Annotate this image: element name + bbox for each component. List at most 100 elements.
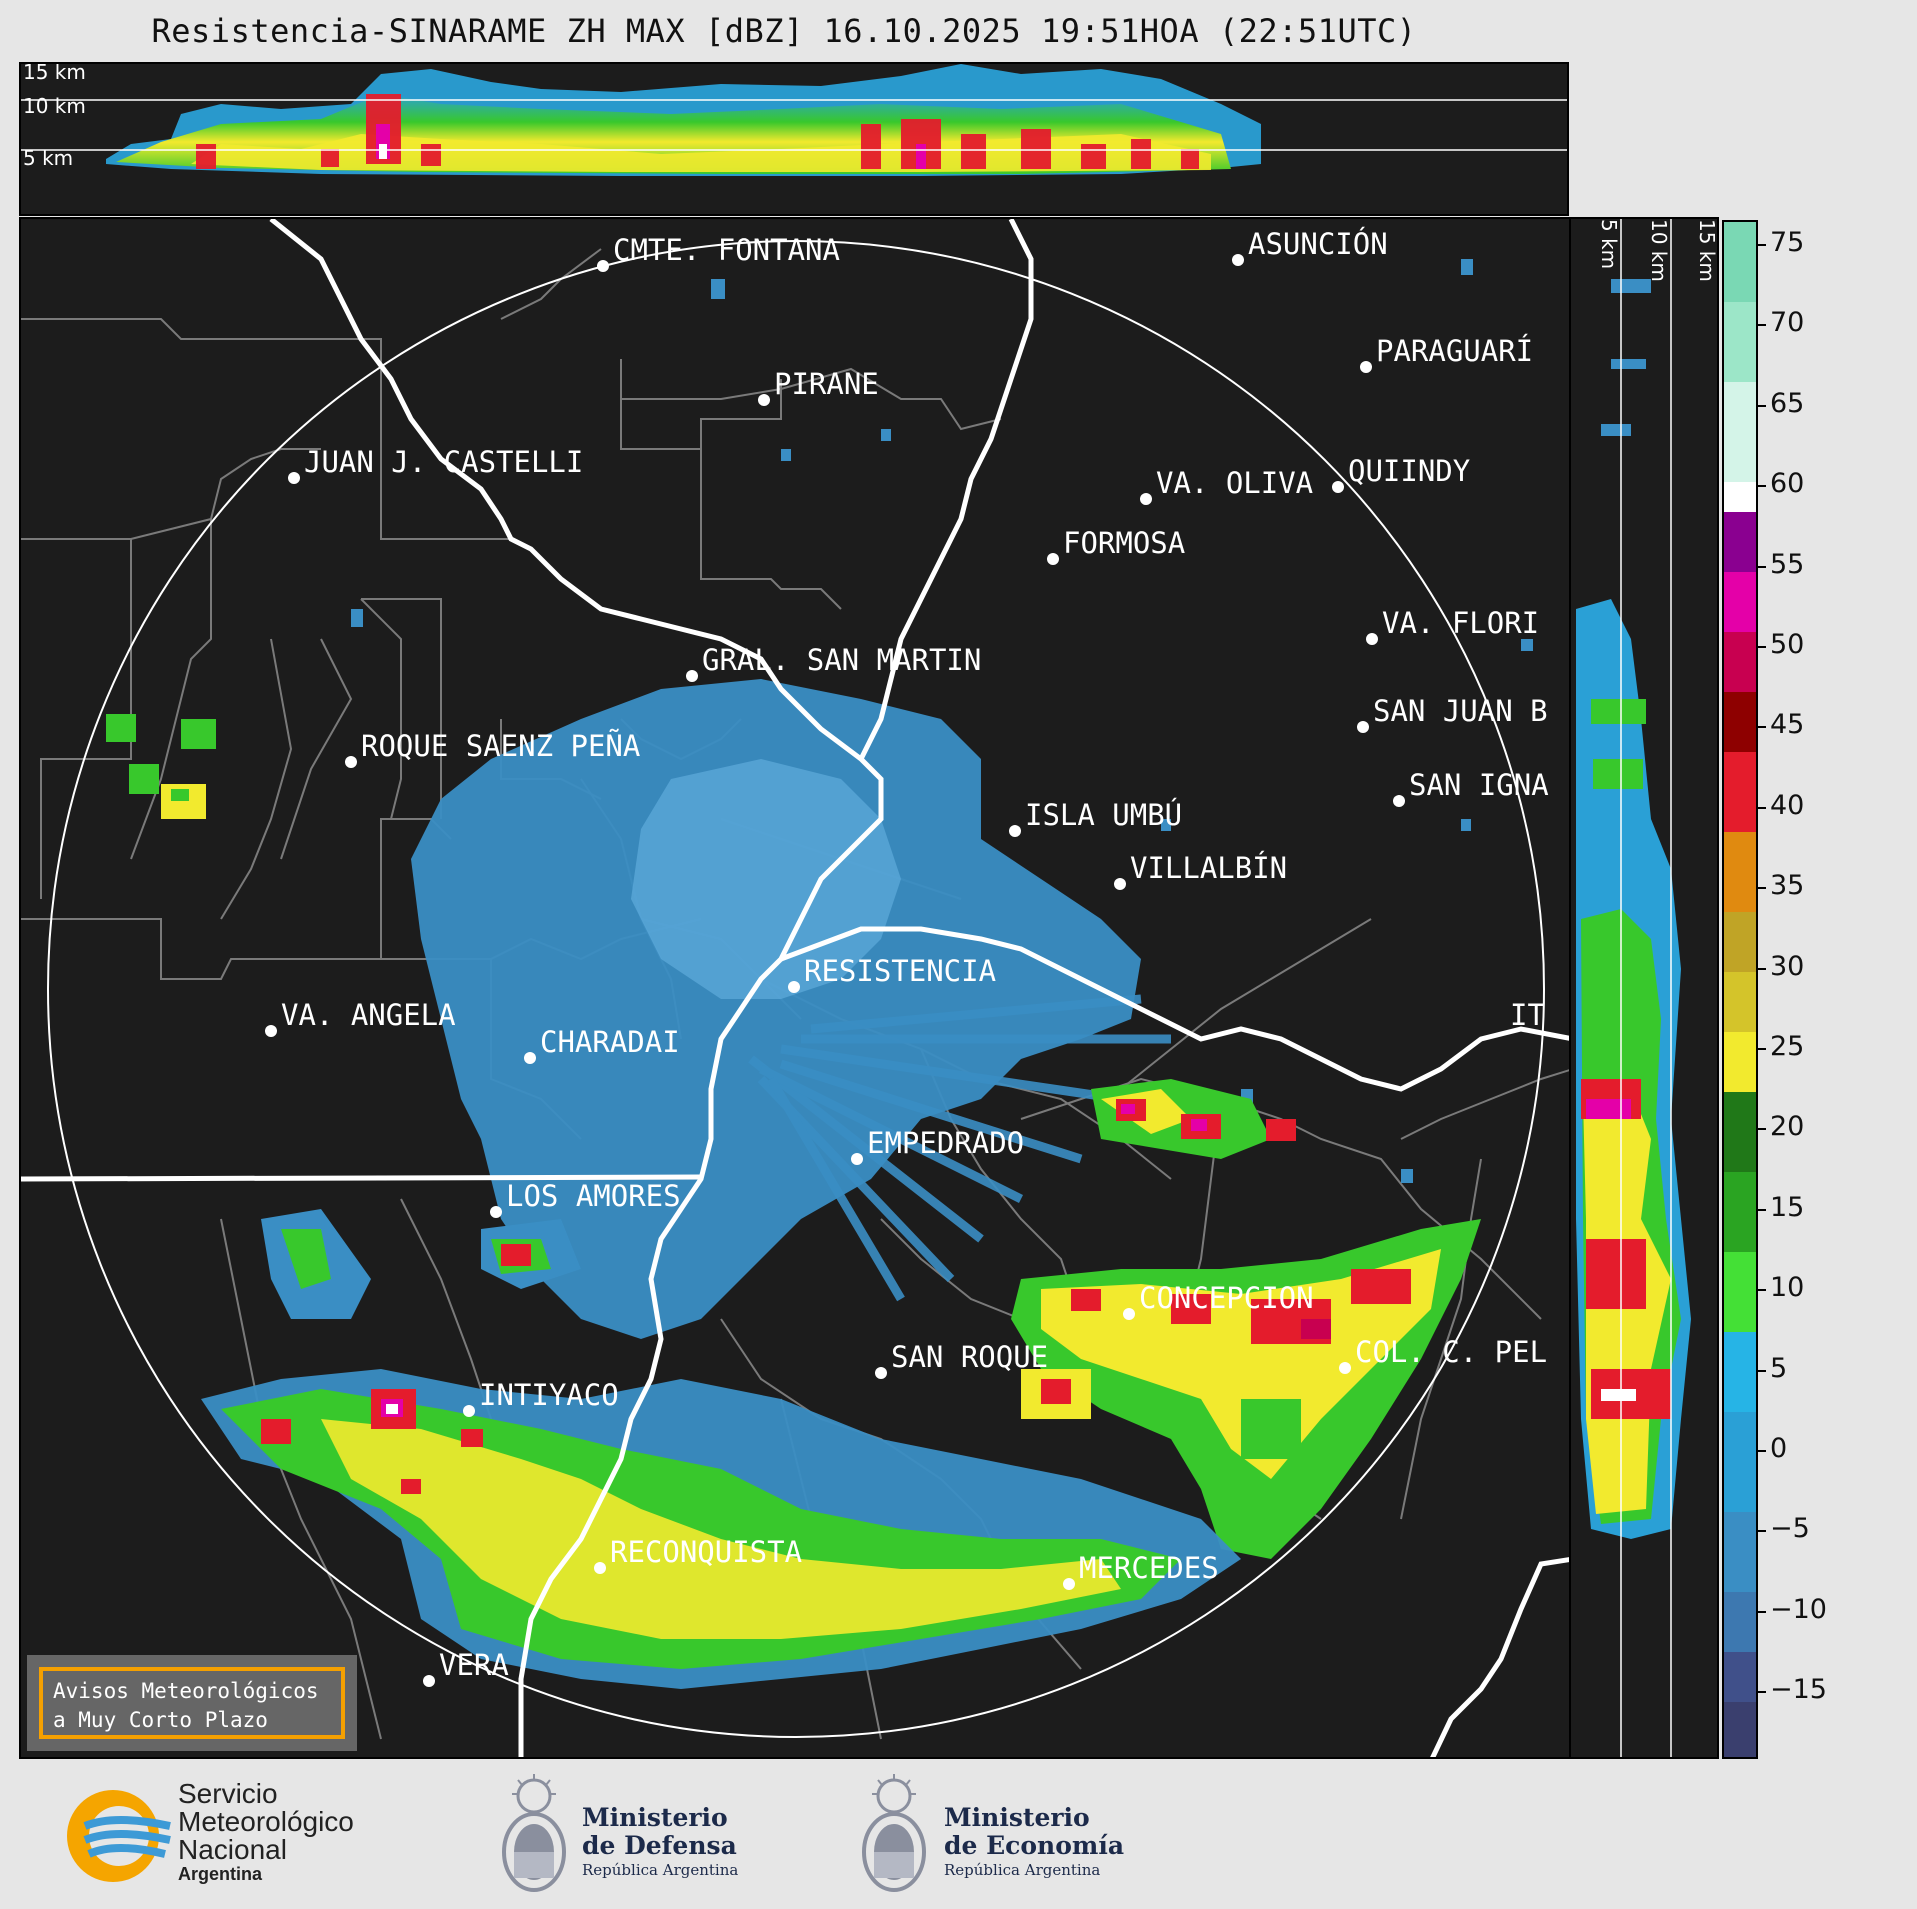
argentina-coat-of-arms-icon bbox=[502, 1774, 566, 1892]
dbz-colorbar bbox=[1722, 220, 1758, 1759]
radar-map-graphic: CMTE. FONTANA ASUNCIÓN PIRANE PARAGUARÍ … bbox=[21, 219, 1569, 1757]
colorbar-tick-label: 75 bbox=[1770, 227, 1805, 258]
colorbar-tick-label: 55 bbox=[1770, 548, 1805, 580]
city-dot bbox=[265, 1025, 277, 1037]
right-profile-graphic bbox=[1576, 219, 1691, 1757]
city-label: SAN IGNA bbox=[1409, 768, 1549, 802]
city-label: ASUNCIÓN bbox=[1248, 227, 1388, 261]
city-dot bbox=[1232, 254, 1244, 266]
colorbar-tick bbox=[1758, 1208, 1766, 1211]
city-dot bbox=[758, 394, 770, 406]
colorbar-tick-label: −5 bbox=[1770, 1513, 1810, 1545]
city-dot bbox=[686, 670, 698, 682]
colorbar-tick bbox=[1758, 1691, 1766, 1694]
colorbar-tick-label: 10 bbox=[1770, 1272, 1805, 1304]
colorbar-tick bbox=[1758, 887, 1766, 890]
top-label-10km: 10 km bbox=[23, 94, 86, 118]
city-label: VILLALBÍN bbox=[1130, 851, 1287, 885]
smn-line-3: Nacional bbox=[178, 1834, 287, 1865]
defensa-line-1: Ministerio bbox=[582, 1803, 728, 1832]
smn-line-2: Meteorológico bbox=[178, 1806, 354, 1837]
right-label-5km: 5 km bbox=[1597, 219, 1621, 270]
colorbar-tick-label: 65 bbox=[1770, 387, 1805, 419]
colorbar-tick bbox=[1758, 1450, 1766, 1452]
city-label: CHARADAI bbox=[540, 1025, 680, 1059]
colorbar-tick-label: 50 bbox=[1770, 629, 1805, 660]
colorbar-tick-label: 15 bbox=[1770, 1191, 1805, 1223]
river-borders bbox=[21, 219, 1569, 1757]
city-dot bbox=[524, 1052, 536, 1064]
colorbar-tick bbox=[1758, 485, 1766, 488]
city-dot bbox=[788, 981, 800, 993]
city-label: GRAL. SAN MARTIN bbox=[702, 643, 981, 677]
city-dot bbox=[423, 1675, 435, 1687]
colorbar-tick bbox=[1758, 324, 1766, 327]
city-dot bbox=[1063, 1578, 1075, 1590]
right-label-10km: 10 km bbox=[1647, 219, 1671, 282]
city-dot bbox=[1047, 553, 1059, 565]
city-label: VA. FLORI bbox=[1382, 606, 1539, 640]
top-altitude-panel: 15 km 10 km 5 km bbox=[19, 62, 1569, 216]
colorbar-gradient bbox=[1724, 222, 1756, 1757]
city-dot bbox=[345, 756, 357, 768]
city-dot bbox=[288, 472, 300, 484]
city-label: ISLA UMBÚ bbox=[1025, 798, 1182, 832]
city-dot bbox=[851, 1153, 863, 1165]
colorbar-tick-label: −15 bbox=[1770, 1674, 1827, 1706]
colorbar-tick bbox=[1758, 646, 1766, 648]
city-label: VERA bbox=[439, 1648, 509, 1682]
defensa-line-2: de Defensa bbox=[582, 1831, 737, 1860]
colorbar-tick bbox=[1758, 244, 1766, 246]
city-dot bbox=[1332, 481, 1344, 493]
colorbar-tick-label: 45 bbox=[1770, 709, 1805, 741]
economia-line-3: República Argentina bbox=[944, 1861, 1101, 1879]
colorbar-tick bbox=[1758, 967, 1766, 970]
colorbar-tick bbox=[1758, 404, 1766, 407]
colorbar-tick-label: 60 bbox=[1770, 468, 1805, 500]
city-label: LOS AMORES bbox=[506, 1179, 681, 1213]
city-label: ROQUE SAENZ PEÑA bbox=[361, 729, 640, 763]
city-label: IT bbox=[1510, 998, 1545, 1032]
city-label: VA. ANGELA bbox=[281, 998, 456, 1032]
colorbar-tick-label: 0 bbox=[1770, 1433, 1788, 1464]
colorbar-tick-label: 40 bbox=[1770, 789, 1805, 821]
economia-logo-text: Ministerio de Economía República Argenti… bbox=[944, 1804, 1124, 1880]
city-dot bbox=[875, 1367, 887, 1379]
city-label: CONCEPCION bbox=[1139, 1281, 1314, 1315]
city-dot bbox=[597, 260, 609, 272]
city-label: JUAN J. CASTELLI bbox=[304, 445, 583, 479]
colorbar-tick bbox=[1758, 1048, 1766, 1050]
colorbar-tick bbox=[1758, 1610, 1766, 1613]
colorbar-tick bbox=[1758, 726, 1766, 729]
city-dot bbox=[1339, 1362, 1351, 1374]
colorbar-tick-label: 30 bbox=[1770, 950, 1805, 982]
city-dot bbox=[463, 1405, 475, 1417]
warning-box: Avisos Meteorológicos a Muy Corto Plazo bbox=[27, 1655, 357, 1751]
smn-logo-icon bbox=[67, 1790, 171, 1882]
chart-title: Resistencia-SINARAME ZH MAX [dBZ] 16.10.… bbox=[151, 12, 1417, 50]
radar-map: CMTE. FONTANA ASUNCIÓN PIRANE PARAGUARÍ … bbox=[19, 217, 1571, 1759]
colorbar-tick-label: 5 bbox=[1770, 1352, 1788, 1384]
smn-logo-text: Servicio Meteorológico Nacional Argentin… bbox=[178, 1780, 354, 1885]
city-dot bbox=[1357, 721, 1369, 733]
warning-line-2: a Muy Corto Plazo bbox=[53, 1708, 268, 1732]
defensa-line-3: República Argentina bbox=[582, 1861, 739, 1879]
economia-line-1: Ministerio bbox=[944, 1803, 1090, 1832]
warning-line-1: Avisos Meteorológicos bbox=[53, 1679, 319, 1703]
city-dot bbox=[1366, 633, 1378, 645]
city-dot bbox=[1114, 878, 1126, 890]
colorbar-tick bbox=[1758, 1530, 1766, 1533]
colorbar-tick bbox=[1758, 1369, 1766, 1372]
colorbar-tick-label: 70 bbox=[1770, 307, 1805, 339]
city-label: EMPEDRADO bbox=[867, 1126, 1024, 1160]
city-dot bbox=[1009, 825, 1021, 837]
city-label: CMTE. FONTANA bbox=[613, 233, 840, 267]
warning-box-inner: Avisos Meteorológicos a Muy Corto Plazo bbox=[39, 1667, 345, 1739]
city-dot bbox=[1140, 493, 1152, 505]
colorbar-tick-label: −10 bbox=[1770, 1593, 1827, 1625]
city-label: COL. C. PEL bbox=[1355, 1335, 1547, 1369]
city-label: VA. OLIVA bbox=[1156, 466, 1313, 500]
city-label: RECONQUISTA bbox=[610, 1535, 802, 1569]
top-label-15km: 15 km bbox=[23, 62, 86, 84]
top-label-5km: 5 km bbox=[23, 146, 74, 170]
